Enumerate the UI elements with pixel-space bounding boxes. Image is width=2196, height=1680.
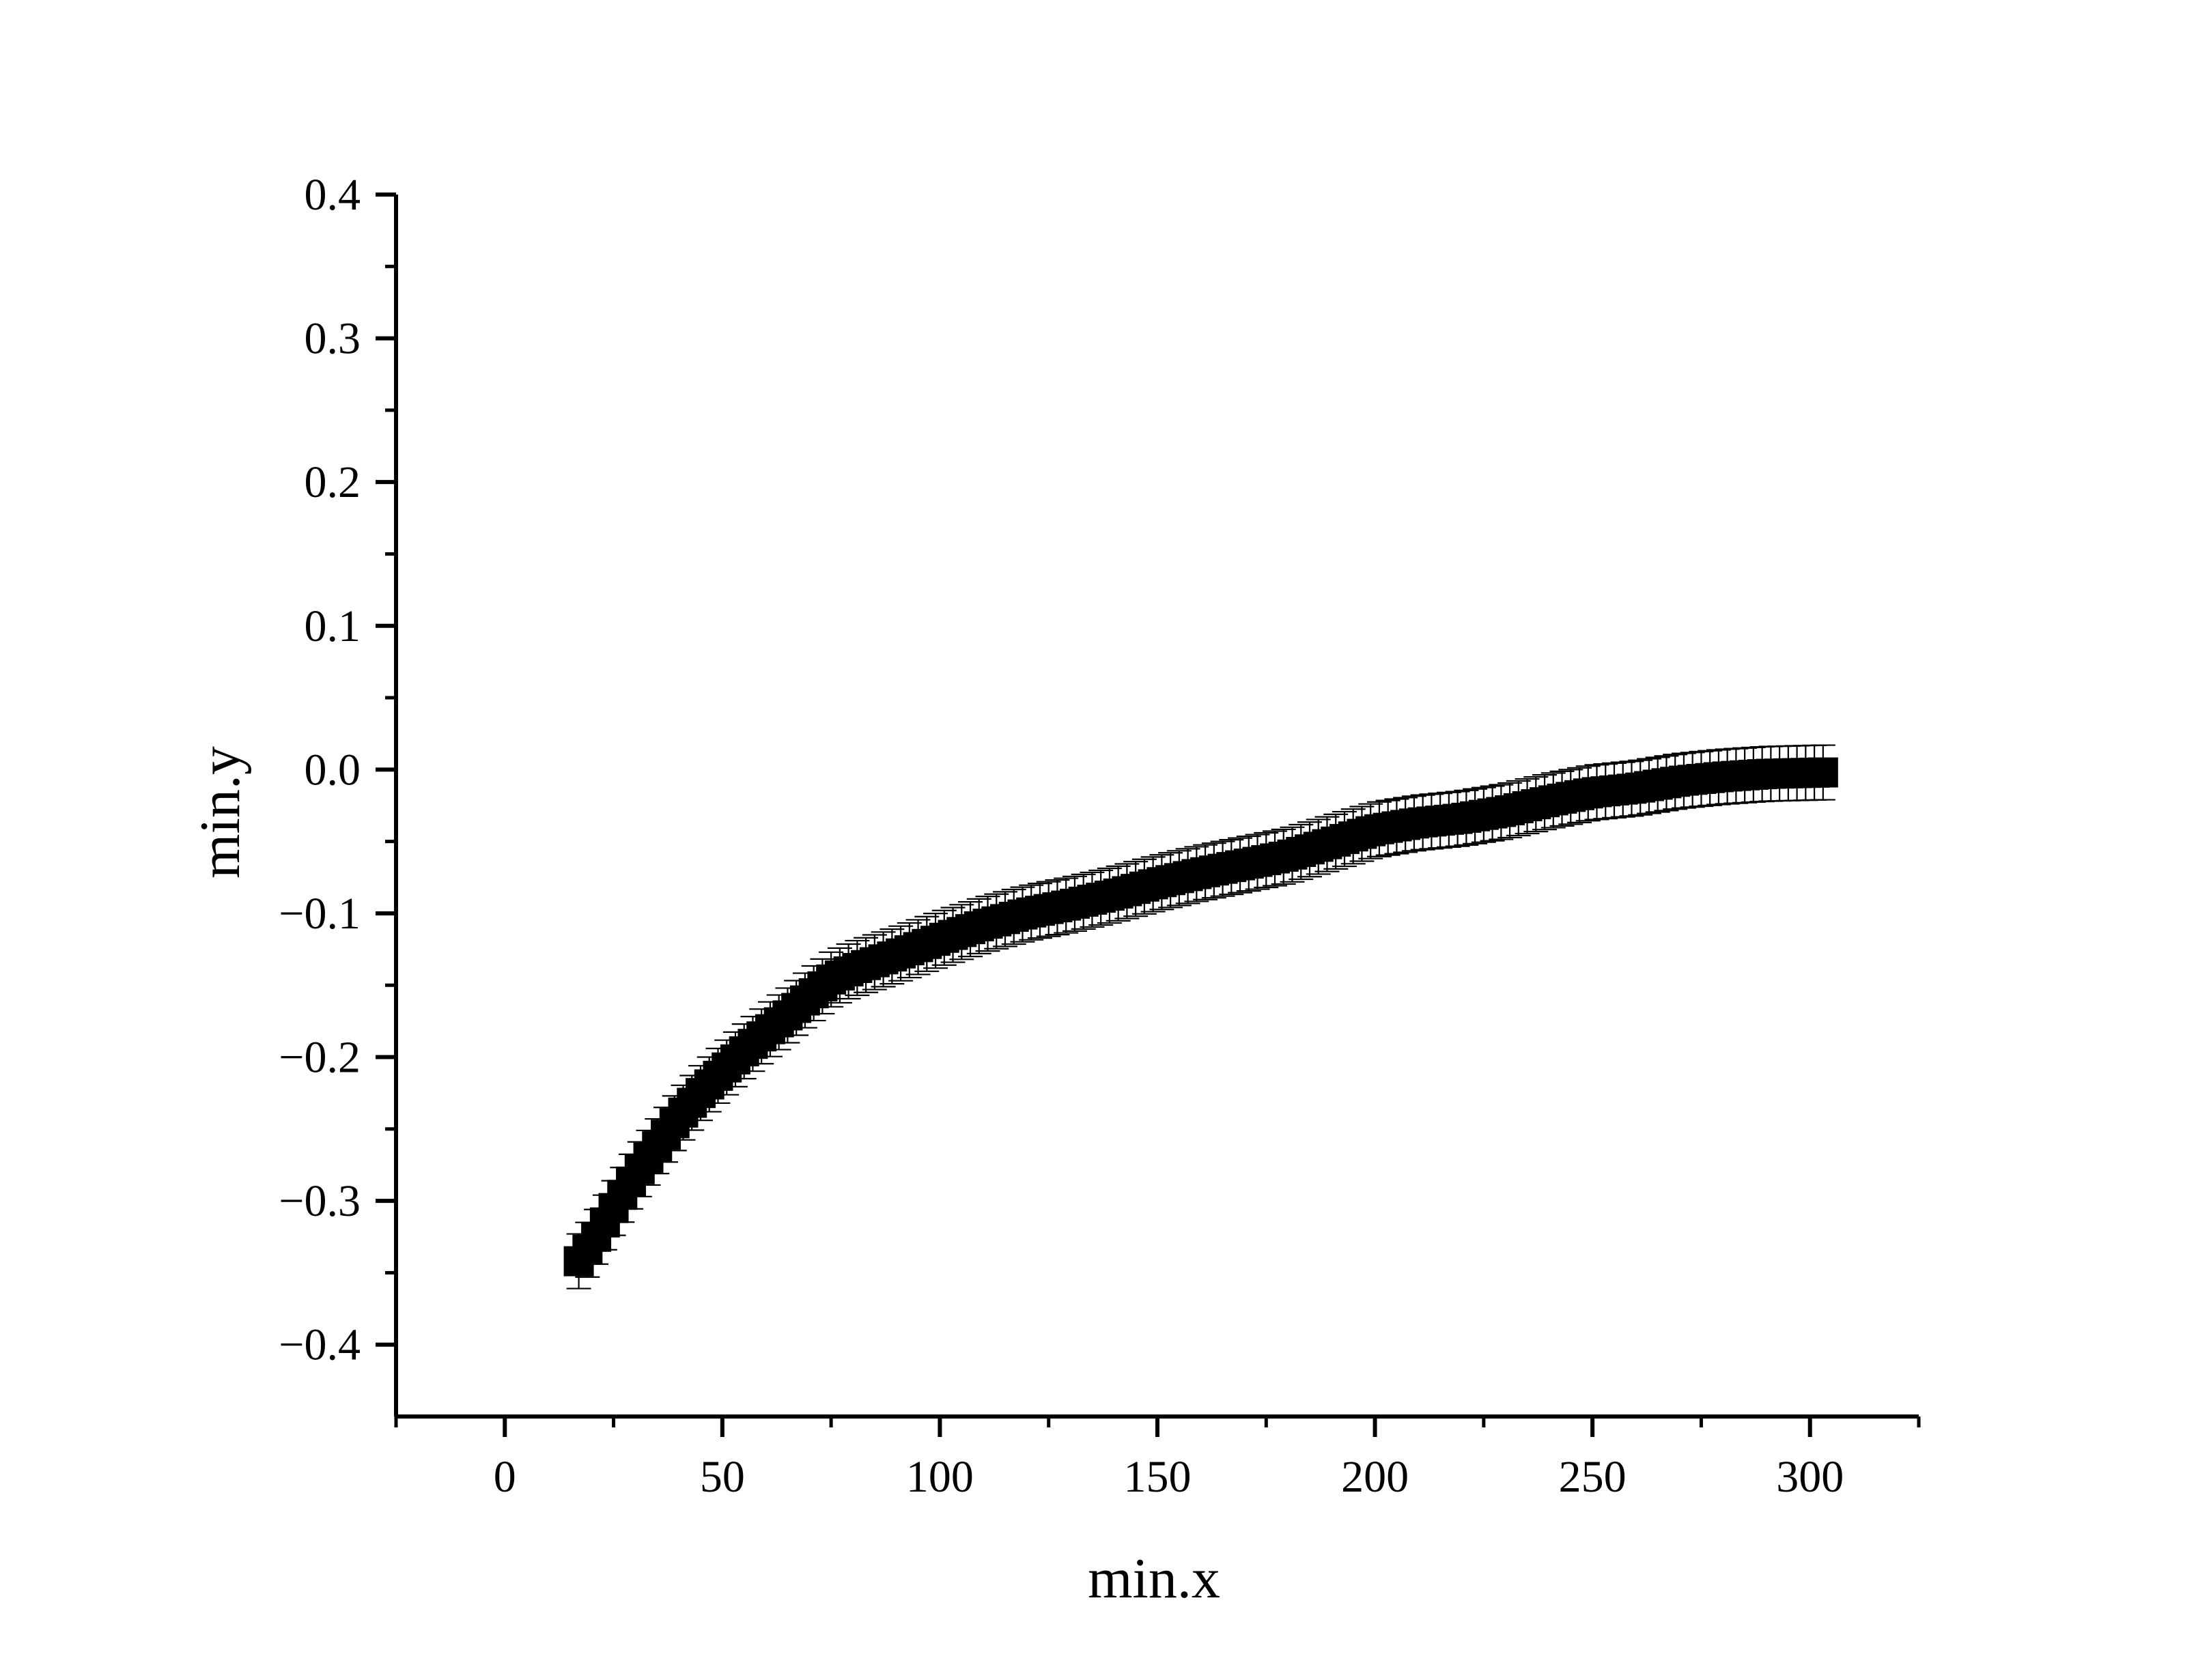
y-tick-label: 0.0 [305, 745, 361, 795]
y-tick-label: 0.4 [305, 170, 361, 220]
y-tick-label: −0.1 [279, 889, 361, 939]
x-axis-ticks: 0 50 100 150 200 250 300 [394, 1416, 1921, 1502]
y-tick-label: −0.2 [279, 1033, 361, 1083]
x-tick-label: 100 [906, 1452, 974, 1502]
y-tick-label: 0.2 [305, 457, 361, 507]
y-tick-label: −0.3 [279, 1176, 361, 1226]
x-tick-label: 50 [700, 1452, 745, 1502]
y-tick-label: −0.4 [279, 1320, 361, 1370]
x-tick-label: 250 [1559, 1452, 1627, 1502]
data-point-square [1807, 757, 1838, 788]
x-tick-label: 300 [1776, 1452, 1844, 1502]
y-tick-label: 0.3 [305, 314, 361, 364]
x-tick-label: 200 [1341, 1452, 1409, 1502]
x-tick-label: 0 [494, 1452, 516, 1502]
plot-area [563, 744, 1838, 1290]
y-tick-label: 0.1 [305, 601, 361, 651]
y-axis-title: min.y [188, 746, 252, 879]
y-axis-ticks: 0.4 0.3 0.2 0.1 0.0 −0.1 −0.2 −0.3 −0.4 [279, 170, 396, 1370]
x-tick-label: 150 [1124, 1452, 1192, 1502]
x-axis-title: min.x [1088, 1547, 1220, 1610]
